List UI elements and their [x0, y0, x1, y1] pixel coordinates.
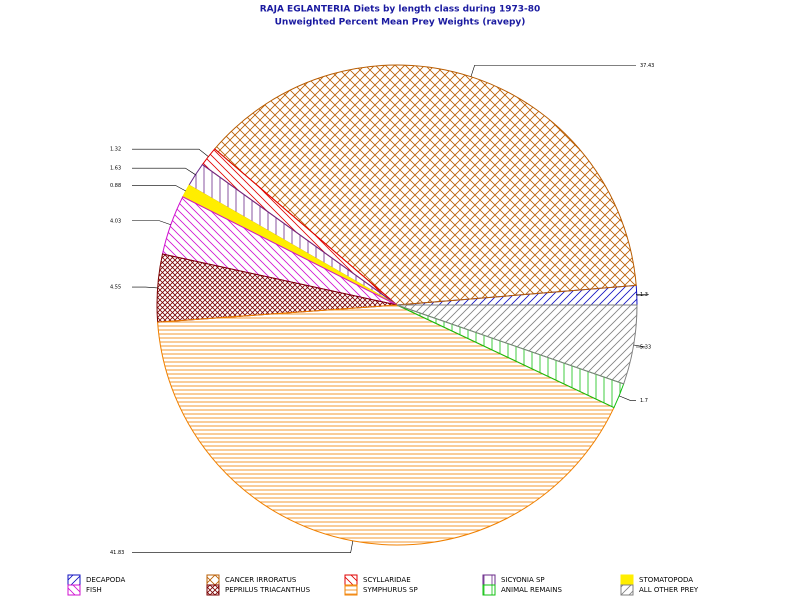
slice-label: 1.63 — [110, 166, 121, 172]
legend-label: SYMPHURUS SP — [363, 586, 418, 594]
slice-label: 5.33 — [640, 344, 651, 350]
leader-line — [132, 286, 158, 289]
legend-swatch — [67, 574, 81, 586]
pie-slice — [157, 304, 615, 546]
leader-line — [470, 64, 636, 77]
leader-line — [132, 167, 196, 175]
legend-label: PEPRILUS TRIACANTHUS — [225, 586, 311, 594]
chart-subtitle: Unweighted Percent Mean Prey Weights (ra… — [275, 18, 526, 28]
legend-label: FISH — [86, 586, 102, 594]
leader-line — [132, 148, 209, 157]
slice-label: 1.32 — [110, 147, 121, 153]
slice-label: 1.3 — [640, 292, 648, 298]
legend-label: CANCER IRRORATUS — [225, 576, 297, 584]
leader-line — [619, 395, 636, 401]
chart-title: RAJA EGLANTERIA Diets by length class du… — [260, 5, 541, 15]
pie-slice — [396, 304, 638, 385]
slice-label: 4.55 — [110, 285, 121, 291]
slice-label: 41.83 — [110, 550, 124, 556]
legend-swatch — [206, 574, 220, 586]
slice-label: 4.03 — [110, 218, 121, 224]
slice-label: 1.7 — [640, 398, 648, 404]
legend-swatch — [482, 584, 496, 596]
legend-label: SICYONIA SP — [501, 576, 545, 584]
legend-swatch — [620, 584, 634, 596]
legend-label: ANIMAL REMAINS — [501, 586, 562, 594]
legend-label: STOMATOPODA — [639, 576, 693, 584]
legend-label: ALL OTHER PREY — [639, 586, 699, 594]
legend-label: SCYLLARIDAE — [363, 576, 411, 584]
legend-swatch — [67, 584, 81, 596]
legend-swatch — [620, 574, 634, 586]
leader-line — [132, 184, 186, 192]
legend-label: DECAPODA — [86, 576, 125, 584]
legend-swatch — [344, 574, 358, 586]
legend-swatch — [206, 584, 220, 596]
leader-line — [633, 344, 646, 348]
legend-swatch — [344, 584, 358, 596]
slice-label: 0.88 — [110, 183, 121, 189]
leader-line — [132, 220, 171, 226]
slice-label: 37.43 — [640, 63, 654, 69]
legend-swatch — [482, 574, 496, 586]
leader-line — [132, 540, 354, 553]
